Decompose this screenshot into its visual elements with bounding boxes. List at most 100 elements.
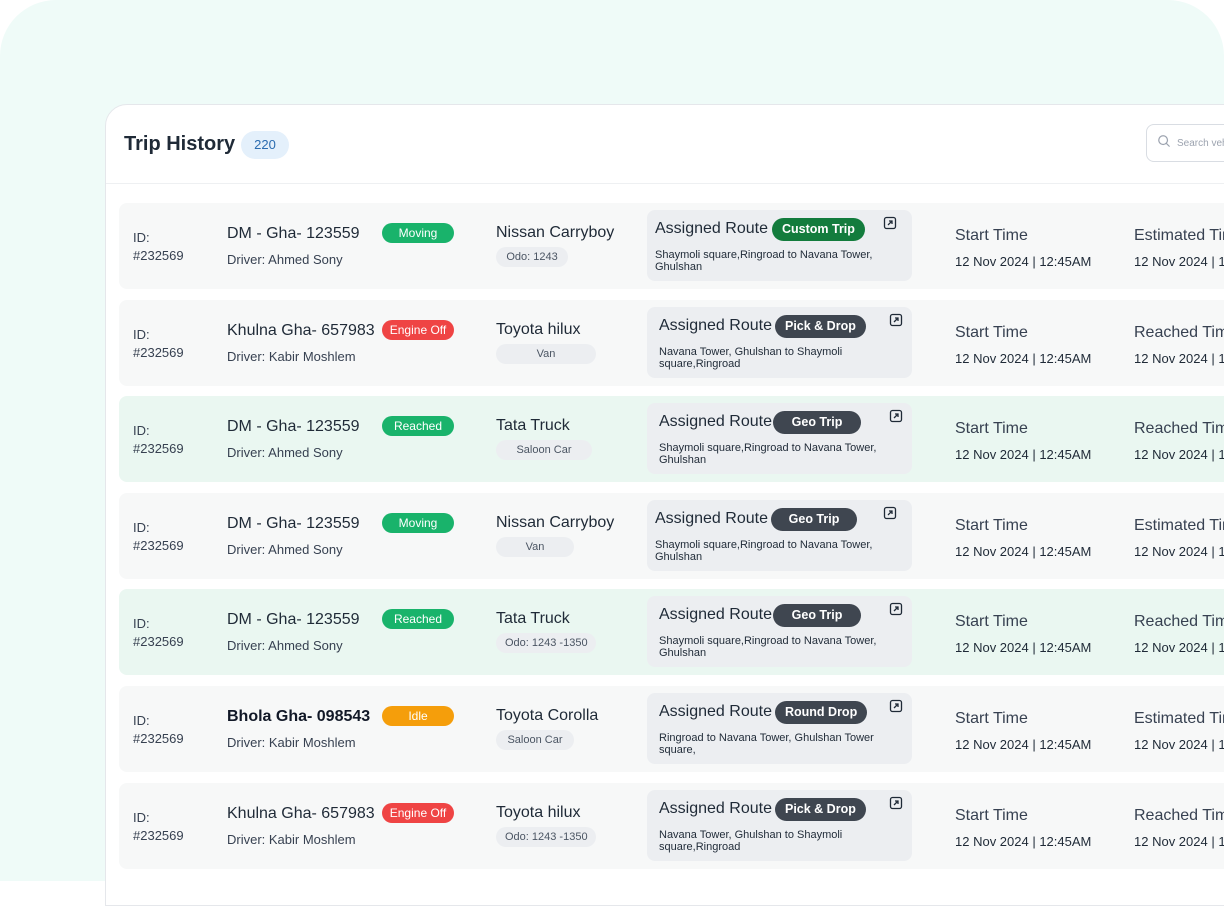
route-description: Shaymoli square,Ringroad to Navana Tower… <box>659 635 877 659</box>
trip-row[interactable]: ID: #232569 DM - Gha- 123559 Driver: Ahm… <box>119 589 1224 675</box>
route-description: Shaymoli square,Ringroad to Navana Tower… <box>655 539 873 563</box>
assigned-route-card: Assigned Route Pick & Drop Navana Tower,… <box>647 790 912 861</box>
end-time-label: Reached Time <box>1134 807 1224 824</box>
expand-icon[interactable] <box>889 409 903 423</box>
trip-id: #232569 <box>133 345 184 360</box>
status-badge: Reached <box>382 609 454 629</box>
panel-header: Trip History 220 <box>106 105 1224 184</box>
route-title: Assigned Route <box>659 606 772 623</box>
trip-row[interactable]: ID: #232569 DM - Gha- 123559 Driver: Ahm… <box>119 396 1224 482</box>
trip-id: #232569 <box>133 441 184 456</box>
route-title: Assigned Route <box>655 510 768 527</box>
route-type-badge: Geo Trip <box>771 508 857 531</box>
assigned-route-card: Assigned Route Geo Trip Shaymoli square,… <box>647 403 912 474</box>
route-title: Assigned Route <box>659 413 772 430</box>
trip-id: #232569 <box>133 828 184 843</box>
page-title: Trip History <box>124 133 236 155</box>
vehicle-plate: DM - Gha- 123559 <box>227 515 360 532</box>
vehicle-subtag: Van <box>496 537 574 557</box>
route-description: Shaymoli square,Ringroad to Navana Tower… <box>659 442 877 466</box>
expand-icon[interactable] <box>883 506 897 520</box>
trip-id: #232569 <box>133 731 184 746</box>
route-title: Assigned Route <box>659 317 772 334</box>
status-badge: Reached <box>382 416 454 436</box>
driver-name: Driver: Ahmed Sony <box>227 252 343 267</box>
vehicle-plate: DM - Gha- 123559 <box>227 611 360 628</box>
driver-name: Driver: Ahmed Sony <box>227 445 343 460</box>
vehicle-model: Toyota hilux <box>496 804 581 821</box>
trip-row[interactable]: ID: #232569 Khulna Gha- 657983 Driver: K… <box>119 300 1224 386</box>
start-time: 12 Nov 2024 | 12:45AM <box>955 254 1092 269</box>
start-time: 12 Nov 2024 | 12:45AM <box>955 640 1092 655</box>
expand-icon[interactable] <box>889 602 903 616</box>
trip-id-label: ID: <box>133 230 150 245</box>
route-description: Ringroad to Navana Tower, Ghulshan Tower… <box>659 732 874 756</box>
trip-row[interactable]: ID: #232569 DM - Gha- 123559 Driver: Ahm… <box>119 203 1224 289</box>
vehicle-subtag: Van <box>496 344 596 364</box>
search-icon <box>1157 134 1171 153</box>
end-time-label: Estimated Time <box>1134 517 1224 534</box>
trip-history-panel: Trip History 220 ID: #232569 DM - Gha- 1… <box>105 104 1224 906</box>
search-box[interactable] <box>1146 124 1224 162</box>
trip-row[interactable]: ID: #232569 Khulna Gha- 657983 Driver: K… <box>119 783 1224 869</box>
trip-id-label: ID: <box>133 327 150 342</box>
trip-id-label: ID: <box>133 423 150 438</box>
end-time-label: Estimated Time <box>1134 227 1224 244</box>
vehicle-subtag: Saloon Car <box>496 440 592 460</box>
vehicle-model: Tata Truck <box>496 610 570 627</box>
trip-row[interactable]: ID: #232569 Bhola Gha- 098543 Driver: Ka… <box>119 686 1224 772</box>
status-badge: Moving <box>382 223 454 243</box>
vehicle-model: Nissan Carryboy <box>496 514 615 531</box>
route-type-badge: Geo Trip <box>773 411 861 434</box>
end-time: 12 Nov 2024 | 12:45AM <box>1134 544 1224 559</box>
search-input[interactable] <box>1177 137 1224 149</box>
vehicle-plate: Bhola Gha- 098543 <box>227 708 371 725</box>
expand-icon[interactable] <box>883 216 897 230</box>
trip-row[interactable]: ID: #232569 DM - Gha- 123559 Driver: Ahm… <box>119 493 1224 579</box>
assigned-route-card: Assigned Route Geo Trip Shaymoli square,… <box>647 596 912 667</box>
route-title: Assigned Route <box>659 800 772 817</box>
driver-name: Driver: Kabir Moshlem <box>227 349 356 364</box>
route-type-badge: Geo Trip <box>773 604 861 627</box>
vehicle-subtag: Odo: 1243 -1350 <box>496 633 596 653</box>
expand-icon[interactable] <box>889 796 903 810</box>
end-time-label: Estimated Time <box>1134 710 1224 727</box>
vehicle-plate: DM - Gha- 123559 <box>227 225 360 242</box>
assigned-route-card: Assigned Route Round Drop Ringroad to Na… <box>647 693 912 764</box>
vehicle-subtag: Saloon Car <box>496 730 574 750</box>
end-time: 12 Nov 2024 | 12:45AM <box>1134 834 1224 849</box>
assigned-route-card: Assigned Route Custom Trip Shaymoli squa… <box>647 210 912 281</box>
end-time: 12 Nov 2024 | 12:45AM <box>1134 640 1224 655</box>
vehicle-model: Nissan Carryboy <box>496 224 615 241</box>
trip-id-label: ID: <box>133 810 150 825</box>
status-badge: Engine Off <box>382 320 454 340</box>
start-time: 12 Nov 2024 | 12:45AM <box>955 351 1092 366</box>
expand-icon[interactable] <box>889 699 903 713</box>
end-time: 12 Nov 2024 | 12:45AM <box>1134 351 1224 366</box>
trip-count-badge: 220 <box>241 131 289 159</box>
route-title: Assigned Route <box>655 220 768 237</box>
trip-id: #232569 <box>133 538 184 553</box>
start-time-label: Start Time <box>955 710 1028 727</box>
start-time: 12 Nov 2024 | 12:45AM <box>955 544 1092 559</box>
start-time: 12 Nov 2024 | 12:45AM <box>955 834 1092 849</box>
vehicle-model: Toyota hilux <box>496 321 581 338</box>
vehicle-subtag: Odo: 1243 <box>496 247 568 267</box>
vehicle-plate: Khulna Gha- 657983 <box>227 805 375 822</box>
start-time: 12 Nov 2024 | 12:45AM <box>955 737 1092 752</box>
vehicle-subtag: Odo: 1243 -1350 <box>496 827 596 847</box>
trip-id-label: ID: <box>133 520 150 535</box>
expand-icon[interactable] <box>889 313 903 327</box>
start-time-label: Start Time <box>955 613 1028 630</box>
trip-id-label: ID: <box>133 616 150 631</box>
start-time-label: Start Time <box>955 324 1028 341</box>
start-time-label: Start Time <box>955 807 1028 824</box>
vehicle-model: Toyota Corolla <box>496 707 599 724</box>
end-time-label: Reached Time <box>1134 613 1224 630</box>
status-badge: Moving <box>382 513 454 533</box>
start-time-label: Start Time <box>955 517 1028 534</box>
status-badge: Idle <box>382 706 454 726</box>
driver-name: Driver: Kabir Moshlem <box>227 832 356 847</box>
vehicle-model: Tata Truck <box>496 417 570 434</box>
vehicle-plate: DM - Gha- 123559 <box>227 418 360 435</box>
